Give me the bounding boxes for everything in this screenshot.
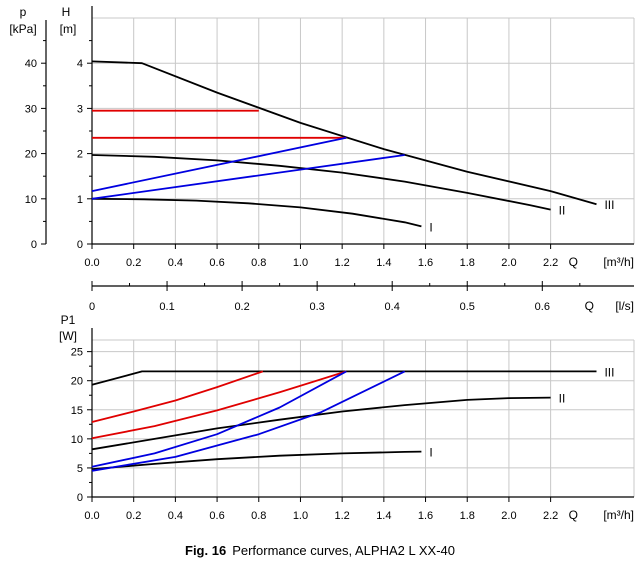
curve-label-i: I (429, 446, 432, 460)
y-tick-label: 0 (77, 239, 83, 251)
x-axis-unit: [m³/h] (603, 255, 634, 269)
x-tick-label: 1.6 (418, 510, 433, 522)
x-tick-label: 2.0 (501, 257, 516, 269)
x-tick-label: 1.0 (293, 510, 308, 522)
x-tick-label: 0.2 (126, 257, 141, 269)
x-tick-label: 1.2 (335, 510, 350, 522)
x-tick-label: 2.2 (543, 510, 558, 522)
y-axis-label-p1: P1 (61, 313, 76, 327)
x-tick-label: 1.8 (460, 510, 475, 522)
flow-axis-tick-label: 0.5 (460, 301, 475, 313)
y-axis-unit-h: [m] (60, 22, 77, 36)
series-line-ii (91, 154, 551, 211)
curve-label-iii: III (604, 365, 614, 379)
x-tick-label: 0.0 (84, 257, 99, 269)
caption-text: Performance curves, ALPHA2 L XX-40 (232, 543, 455, 558)
x-tick-label: 0.0 (84, 510, 99, 522)
grid (92, 18, 634, 244)
flow-axis-tick-label: 0.1 (159, 301, 174, 313)
series-line-blue-5 (91, 370, 347, 468)
secondary-y-tick-label: 20 (25, 149, 37, 161)
series-line-i (91, 450, 422, 470)
x-tick-label: 2.0 (501, 510, 516, 522)
power-chart: 0.0 0.2 0.4 0.6 0.8 1.0 1.2 1.4 1.6 1.8 2.0 2.2 0 5 10… (59, 313, 635, 522)
x-axis-unit: [m³/h] (603, 508, 634, 522)
y-tick-label: 4 (77, 58, 83, 70)
x-tick-label: 0.2 (126, 510, 141, 522)
series-line-blue-6 (91, 154, 405, 200)
y-axis-unit-p1: [W] (59, 329, 77, 343)
x-tick-label: 1.4 (376, 257, 391, 269)
head-chart: 0.0 0.2 0.4 0.6 0.8 1.0 1.2 1.4 1.6 1.8 2.0 2.2 0 1 2 3… (9, 5, 635, 269)
secondary-y-axis-label: p (20, 5, 27, 19)
x-tick-label: 0.6 (209, 510, 224, 522)
secondary-y-axis-unit: [kPa] (9, 22, 36, 36)
series-line-iii (91, 60, 597, 206)
x-axis-label: Q (569, 508, 578, 522)
x-tick-label: 0.4 (168, 510, 183, 522)
y-tick-label: 25 (71, 347, 83, 359)
curve-label-iii: III (604, 198, 614, 212)
x-tick-label: 0.4 (168, 257, 183, 269)
x-tick-label: 1.4 (376, 510, 391, 522)
curve-label-ii: II (559, 392, 566, 406)
x-tick-label: 1.2 (335, 257, 350, 269)
y-tick-label: 15 (71, 405, 83, 417)
y-tick-label: 3 (77, 103, 83, 115)
series-line-blue-6 (91, 370, 406, 472)
figure-caption: Fig. 16 Performance curves, ALPHA2 L XX-4… (185, 543, 455, 558)
flow-axis-tick-label: 0.2 (234, 301, 249, 313)
series-line-iii (91, 370, 597, 386)
flow-axis-tick-label: 0 (89, 301, 95, 313)
flow-axis-unit: [l/s] (615, 299, 634, 313)
x-tick-label: 2.2 (543, 257, 558, 269)
y-tick-label: 5 (77, 463, 83, 475)
x-tick-label: 0.8 (251, 510, 266, 522)
y-axis-label-h: H (62, 5, 71, 19)
y-tick-label: 20 (71, 376, 83, 388)
secondary-y-tick-label: 10 (25, 194, 37, 206)
x-tick-label: 1.0 (293, 257, 308, 269)
flow-axis-label: Q (585, 299, 594, 313)
flow-axis-tick-label: 0.4 (385, 301, 400, 313)
caption-prefix: Fig. 16 (185, 543, 226, 558)
curve-label-ii: II (559, 204, 566, 218)
y-tick-label: 0 (77, 492, 83, 504)
grid (92, 340, 634, 497)
series-line-ii (91, 396, 551, 451)
x-axis-label: Q (569, 255, 578, 269)
flow-axis-tick-label: 0.3 (309, 301, 324, 313)
x-tick-label: 1.8 (460, 257, 475, 269)
x-tick-label: 0.6 (209, 257, 224, 269)
y-tick-label: 10 (71, 434, 83, 446)
series-line-i (91, 197, 422, 228)
x-tick-label: 1.6 (418, 257, 433, 269)
secondary-y-tick-label: 30 (25, 103, 37, 115)
curve-label-i: I (429, 220, 432, 234)
x-tick-label: 0.8 (251, 257, 266, 269)
secondary-y-tick-label: 0 (31, 239, 37, 251)
flow-axis: 0 0.1 0.2 0.3 0.4 0.5 0.6 Q [l/s] (89, 281, 634, 313)
flow-axis-tick-label: 0.6 (535, 301, 550, 313)
series-line-blue-5 (91, 136, 347, 192)
series-line-red-4 (91, 370, 347, 440)
series-line-red-3 (91, 370, 264, 423)
secondary-y-tick-label: 40 (25, 58, 37, 70)
y-tick-label: 2 (77, 149, 83, 161)
y-tick-label: 1 (77, 194, 83, 206)
